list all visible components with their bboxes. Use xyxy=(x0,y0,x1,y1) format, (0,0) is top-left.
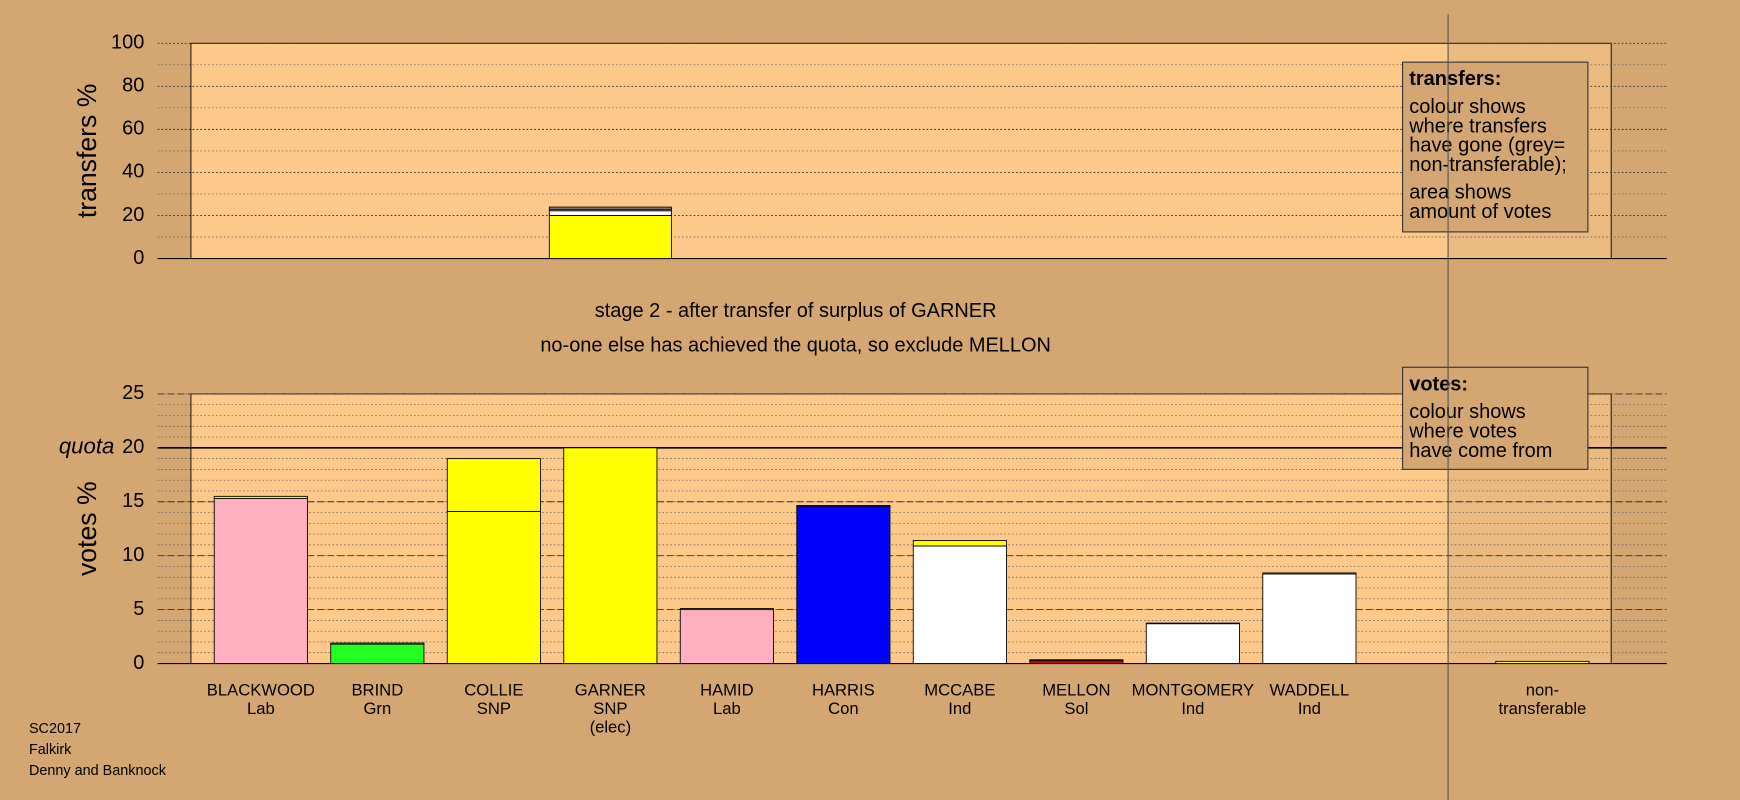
bar-segment xyxy=(679,609,774,664)
x-tick-label: Con xyxy=(828,699,859,718)
x-tick-label: BRIND xyxy=(351,681,403,700)
y-tick-label: 60 xyxy=(122,118,144,140)
bar-segment xyxy=(1029,659,1124,661)
bar-segment xyxy=(213,495,308,499)
y-axis-label: transfers % xyxy=(72,84,102,219)
legend-box xyxy=(1402,61,1589,233)
x-tick-label: MELLON xyxy=(1042,681,1110,700)
y-tick-label: 20 xyxy=(122,436,144,458)
bar-segment xyxy=(1495,660,1590,664)
bar-segment xyxy=(912,540,1007,547)
x-tick-label: non- xyxy=(1526,681,1559,700)
bar-segment xyxy=(548,215,672,259)
legend-text: have come from xyxy=(1409,440,1552,462)
x-tick-label: SNP xyxy=(593,699,627,718)
legend-title: votes: xyxy=(1409,373,1468,395)
bar-segment xyxy=(679,608,774,611)
x-tick-label: Grn xyxy=(363,699,391,718)
footer: Falkirk xyxy=(29,742,72,758)
x-tick-label: COLLIE xyxy=(464,681,523,700)
bar-segment xyxy=(548,210,672,216)
bar-segment xyxy=(796,505,891,664)
y-tick-label: 15 xyxy=(122,490,144,512)
legend-text: non-transferable); xyxy=(1409,154,1567,176)
x-tick-label: BLACKWOOD xyxy=(207,681,315,700)
y-tick-label: 10 xyxy=(122,544,144,566)
x-tick-label: SNP xyxy=(477,699,511,718)
x-tick-label: (elec) xyxy=(590,717,632,736)
bar-segment xyxy=(912,545,1007,664)
bar-segment xyxy=(446,458,541,512)
y-tick-label: 100 xyxy=(111,32,144,54)
x-tick-label: Lab xyxy=(713,699,741,718)
bar-segment xyxy=(1145,623,1240,664)
annotation: no-one else has achieved the quota, so e… xyxy=(540,334,1051,356)
y-tick-label: 0 xyxy=(133,652,144,674)
x-tick-label: HAMID xyxy=(700,681,754,700)
footer: Denny and Banknock xyxy=(29,763,167,779)
y-tick-label: 5 xyxy=(133,598,144,620)
x-tick-label: Lab xyxy=(247,699,275,718)
x-tick-label: Ind xyxy=(1181,699,1204,718)
bar-segment xyxy=(330,643,425,664)
bar-segment xyxy=(330,642,425,645)
y-tick-label: 25 xyxy=(122,382,144,404)
x-tick-label: WADDELL xyxy=(1270,681,1350,700)
y-tick-label: 40 xyxy=(122,161,144,183)
x-tick-label: Ind xyxy=(1298,699,1321,718)
x-tick-label: transferable xyxy=(1499,699,1587,718)
legend-title: transfers: xyxy=(1409,68,1501,90)
bar-segment xyxy=(446,511,541,664)
x-tick-label: HARRIS xyxy=(812,681,875,700)
legend-text: area shows xyxy=(1409,181,1511,203)
annotation: stage 2 - after transfer of surplus of G… xyxy=(595,300,997,322)
x-tick-label: Sol xyxy=(1064,699,1088,718)
x-tick-label: GARNER xyxy=(575,681,646,700)
bar-segment xyxy=(796,505,891,507)
legend-text: amount of votes xyxy=(1409,201,1551,223)
legend-text: where transfers xyxy=(1408,115,1547,137)
legend-text: colour shows xyxy=(1409,401,1526,423)
x-tick-label: MCCABE xyxy=(924,681,995,700)
plot-area xyxy=(190,393,1612,664)
legend-box xyxy=(1402,366,1589,470)
legend-text: colour shows xyxy=(1409,96,1526,118)
y-axis-label: votes % xyxy=(72,481,102,576)
bar-segment xyxy=(548,206,672,210)
y-tick-label: 0 xyxy=(133,247,144,269)
y-tick-label: 80 xyxy=(122,75,144,97)
bar-segment xyxy=(213,498,308,664)
footer: SC2017 xyxy=(29,721,81,737)
x-tick-label: MONTGOMERY xyxy=(1132,681,1255,700)
bar-segment xyxy=(1262,573,1357,664)
bar-segment xyxy=(1262,572,1357,575)
bar-segment xyxy=(563,447,658,664)
legend-text: where votes xyxy=(1408,420,1517,442)
y-tick-label: 20 xyxy=(122,204,144,226)
bar-segment xyxy=(1145,622,1240,625)
quota-label: quota xyxy=(59,434,115,459)
x-tick-label: Ind xyxy=(948,699,971,718)
